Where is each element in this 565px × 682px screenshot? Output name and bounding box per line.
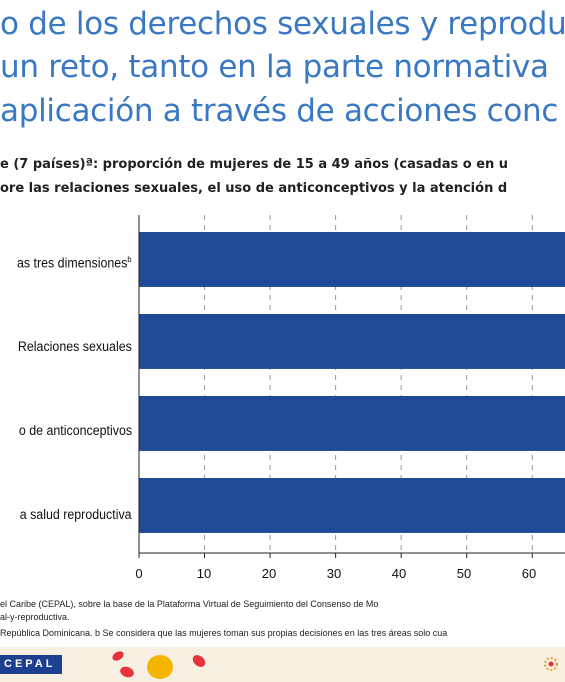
category-label: a salud reproductiva (20, 507, 132, 522)
x-tick-label: 50 (456, 566, 472, 581)
x-tick-label: 60 (521, 566, 537, 581)
category-label: o de anticonceptivos (18, 423, 132, 438)
x-tick-label: 40 (391, 566, 407, 581)
bar (139, 478, 565, 533)
footnote: República Dominicana. b Se considera que… (0, 628, 448, 638)
x-tick-label: 30 (326, 566, 342, 581)
chart-subtitle-line: ore las relaciones sexuales, el uso de a… (0, 181, 508, 196)
x-tick-label: 20 (261, 566, 277, 581)
x-tick-label: 10 (196, 566, 212, 581)
footer-decoration (112, 651, 558, 679)
sun-icon (544, 657, 558, 671)
sun-icon-center (548, 661, 554, 667)
category-label: Relaciones sexuales (18, 339, 132, 354)
x-tick-label: 0 (135, 566, 143, 581)
bar (139, 232, 565, 287)
decorative-petal (192, 655, 206, 667)
bar (139, 314, 565, 369)
chart-subtitle-line: e (7 países)ª: proporción de mujeres de … (0, 157, 509, 172)
decorative-petal (120, 666, 134, 678)
cepal-logo: CEPAL (0, 655, 62, 674)
category-label: as tres dimensionesb (17, 255, 132, 271)
footer-band (0, 647, 565, 682)
decorative-petal (112, 651, 124, 661)
slide-title-line: aplicación a través de acciones conc (0, 93, 559, 129)
decorative-petal (147, 655, 173, 679)
slide-title-line: un reto, tanto en la parte normativa (0, 49, 549, 85)
bar (139, 396, 565, 451)
source-note: el Caribe (CEPAL), sobre la base de la P… (0, 599, 379, 609)
slide-title-line: o de los derechos sexuales y reprodu (0, 6, 565, 42)
source-note: al-y-reproductiva. (0, 612, 70, 622)
